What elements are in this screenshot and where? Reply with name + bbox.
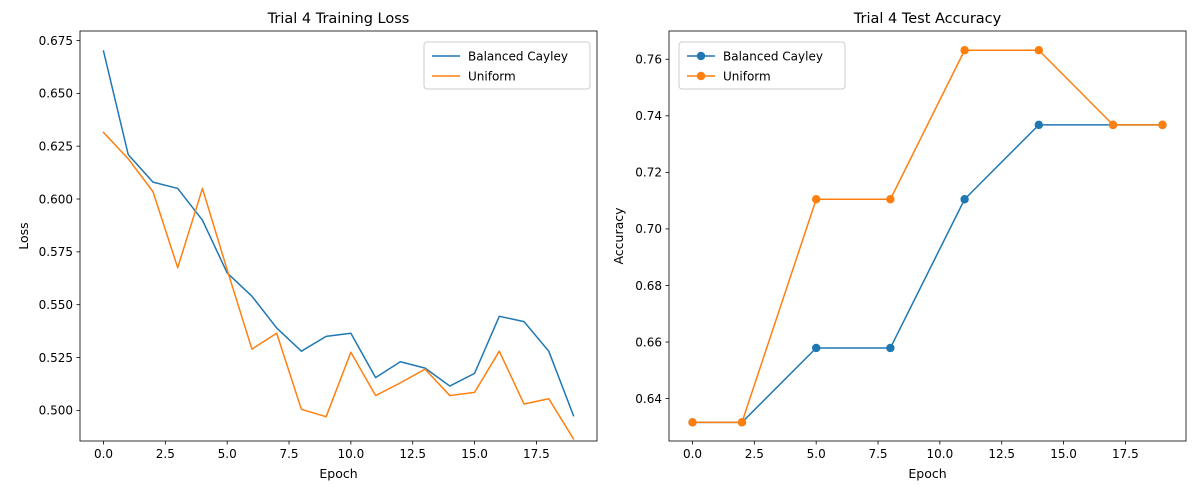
- legend: Balanced Cayley Uniform: [423, 41, 591, 90]
- x-tick-label: 10.0: [927, 447, 954, 461]
- y-tick-label: 0.72: [635, 166, 662, 180]
- legend-label: Balanced Cayley: [723, 49, 823, 63]
- legend-marker: [696, 51, 706, 61]
- data-point-balanced-cayley: [811, 343, 821, 353]
- x-axis-label: Epoch: [319, 466, 357, 481]
- y-tick-label: 0.650: [39, 87, 73, 101]
- x-tick-label: 2.5: [156, 447, 175, 461]
- x-tick-label: 0.0: [94, 447, 113, 461]
- x-tick-label: 12.5: [988, 447, 1015, 461]
- series-line-uniform: [691, 49, 1164, 424]
- chart-panel-1: 0.0 2.5 5.0 7.5 10.0 12.5 15.0 17.5 0.500 0.525 0.…: [16, 11, 598, 481]
- legend-label: Uniform: [468, 69, 516, 83]
- x-tick-label: 12.5: [399, 447, 426, 461]
- plot-area: [102, 50, 575, 440]
- data-point-balanced-cayley: [886, 343, 895, 353]
- y-tick-label: 0.525: [39, 351, 73, 365]
- chart-panel-2: 0.0 2.5 5.0 7.5 10.0 12.5 15.0 17.5 0.64 0.66 0.68…: [611, 11, 1187, 481]
- data-point-uniform: [960, 46, 969, 55]
- y-tick-label: 0.70: [635, 222, 662, 236]
- x-tick-label: 17.5: [523, 447, 550, 461]
- data-point-uniform: [688, 418, 697, 427]
- legend-box: [678, 41, 846, 90]
- y-tick-label: 0.600: [39, 192, 73, 206]
- x-tick-label: 7.5: [868, 447, 887, 461]
- y-tick-label: 0.675: [39, 34, 73, 48]
- x-tick-label: 15.0: [1050, 447, 1077, 461]
- data-point-uniform: [811, 195, 821, 204]
- plot-area: [688, 46, 1167, 427]
- series-line-balanced-cayley: [102, 50, 575, 417]
- data-point-uniform: [1158, 120, 1167, 130]
- data-point-balanced-cayley: [960, 195, 969, 204]
- series-line-balanced-cayley: [691, 124, 1164, 424]
- legend-label: Uniform: [723, 69, 771, 83]
- x-tick-label: 17.5: [1112, 447, 1139, 461]
- chart-title: Trial 4 Test Accuracy: [853, 11, 1002, 27]
- legend-box: [423, 41, 591, 90]
- x-tick-label: 2.5: [745, 447, 764, 461]
- y-tick-label: 0.64: [635, 392, 662, 406]
- y-tick-label: 0.74: [635, 109, 662, 123]
- y-tick-label: 0.550: [39, 298, 73, 312]
- y-tick-label: 0.575: [39, 245, 73, 259]
- x-tick-label: 0.0: [683, 447, 702, 461]
- x-tick-label: 15.0: [461, 447, 488, 461]
- y-axis-label: Accuracy: [611, 207, 626, 265]
- data-point-uniform: [737, 418, 747, 427]
- series-line-uniform: [102, 131, 575, 440]
- legend-marker: [696, 71, 706, 81]
- x-tick-label: 5.0: [807, 447, 826, 461]
- y-axis-label: Loss: [16, 222, 31, 249]
- data-point-uniform: [1034, 46, 1044, 55]
- y-tick-label: 0.66: [635, 335, 662, 349]
- axes-frame: [79, 30, 598, 442]
- y-tick-label: 0.625: [39, 139, 73, 153]
- x-tick-label: 7.5: [279, 447, 298, 461]
- x-axis-label: Epoch: [908, 466, 946, 481]
- legend-label: Balanced Cayley: [468, 49, 568, 63]
- y-tick-label: 0.76: [635, 53, 662, 67]
- x-tick-label: 5.0: [218, 447, 237, 461]
- data-point-uniform: [886, 195, 895, 204]
- y-tick-label: 0.500: [39, 404, 73, 418]
- axes-frame: [668, 30, 1187, 442]
- x-tick-label: 10.0: [338, 447, 365, 461]
- data-point-balanced-cayley: [1034, 120, 1044, 130]
- legend: Balanced Cayley Uniform: [678, 41, 846, 90]
- chart-title: Trial 4 Training Loss: [267, 11, 410, 27]
- y-tick-label: 0.68: [635, 279, 662, 293]
- data-point-uniform: [1108, 120, 1118, 130]
